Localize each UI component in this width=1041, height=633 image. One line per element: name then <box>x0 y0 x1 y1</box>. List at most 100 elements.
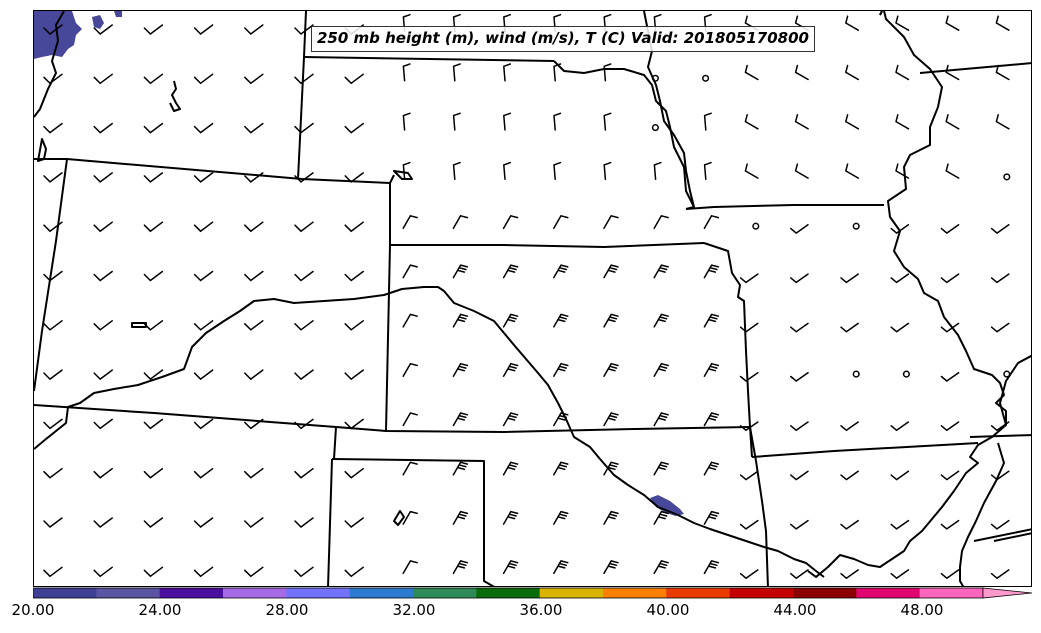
wind-barb <box>93 122 113 134</box>
wind-barb <box>553 161 562 181</box>
wind-barb <box>995 64 1010 81</box>
wind-barb <box>143 221 164 233</box>
map-title: 250 mb height (m), wind (m/s), T (C) Val… <box>311 26 815 52</box>
wind-barb <box>940 569 960 579</box>
wind-barb <box>193 122 214 134</box>
wind-barb <box>93 467 113 479</box>
map-canvas <box>34 11 1031 586</box>
calm-wind-circle <box>651 124 659 132</box>
calm-wind-circle <box>702 74 710 82</box>
border-montana-south <box>34 158 391 245</box>
calm-wind-circle <box>902 370 910 378</box>
wind-barb <box>244 24 264 35</box>
colorbar-cell <box>349 588 414 598</box>
wind-barb <box>794 64 809 81</box>
wind-barb <box>990 470 1010 481</box>
wind-barb <box>143 24 164 35</box>
wind-barb <box>93 369 113 381</box>
wind-barb <box>553 362 569 377</box>
colorbar-cell <box>413 588 477 598</box>
wind-barb <box>744 163 759 179</box>
wind-barb <box>452 215 469 230</box>
wind-barb <box>840 519 859 530</box>
wind-barb <box>193 566 214 578</box>
wind-barb <box>790 470 809 481</box>
border-lake-outline-3 <box>393 510 405 526</box>
wind-barb <box>703 362 720 377</box>
wind-barb <box>794 163 809 179</box>
wind-barb <box>294 73 314 85</box>
wind-barb <box>739 371 759 382</box>
wind-barb <box>344 320 364 331</box>
wind-barb <box>452 161 461 181</box>
wind-barb <box>895 15 910 31</box>
wind-barb <box>43 467 63 479</box>
wind-barb <box>503 112 512 131</box>
wind-barb <box>402 313 418 328</box>
wind-barb <box>703 264 720 279</box>
border-ia-mo-west <box>685 204 884 210</box>
wind-barb <box>344 172 364 183</box>
wind-barb <box>990 322 1010 333</box>
colorbar-cell <box>286 588 351 598</box>
wind-barb <box>43 270 63 282</box>
wind-barb <box>739 421 759 432</box>
wind-barb <box>93 418 113 430</box>
calm-wind-circles <box>651 74 1011 378</box>
wind-barb <box>402 560 418 575</box>
wind-barb <box>143 122 164 134</box>
wind-barb <box>940 371 960 382</box>
wind-barb <box>739 273 759 284</box>
border-sd-nd <box>303 56 555 62</box>
wind-barb <box>294 369 314 381</box>
border-montana-canada <box>34 11 65 118</box>
wind-barb <box>43 369 63 381</box>
wind-barb <box>93 320 113 331</box>
wind-barb <box>794 114 809 130</box>
wind-barb <box>294 221 314 233</box>
colorbar-cell <box>96 588 161 598</box>
wind-barb <box>744 114 759 130</box>
wind-barb <box>995 114 1010 130</box>
border-wyoming-west <box>34 158 68 392</box>
wind-barb <box>93 172 113 183</box>
border-lake-outline-2 <box>131 322 147 328</box>
wind-barb <box>653 313 669 328</box>
wind-barb <box>503 63 512 82</box>
wind-barb <box>402 63 411 82</box>
wind-barb <box>940 224 960 234</box>
wind-barb <box>43 566 63 578</box>
wind-barb <box>502 412 519 427</box>
border-ia-mn-north <box>919 62 1031 74</box>
colorbar-cell <box>603 588 667 598</box>
wind-barb <box>452 112 461 131</box>
wind-barb <box>940 421 960 432</box>
wind-barb <box>344 369 364 381</box>
colorbar-cell <box>476 588 541 598</box>
wind-barb <box>603 215 619 230</box>
wind-barb <box>43 418 63 430</box>
wind-barb <box>344 467 364 479</box>
wind-barb <box>744 64 759 81</box>
calm-wind-circle <box>752 222 760 230</box>
border-colorado-west <box>333 426 337 460</box>
colorbar-tick-label-3: 32.00 <box>392 601 436 619</box>
wind-barb <box>739 519 759 530</box>
wind-barb <box>402 112 411 131</box>
wind-barb <box>739 569 759 579</box>
calm-wind-circle <box>1003 370 1011 378</box>
wind-barb <box>995 15 1010 31</box>
wind-barb <box>502 560 519 575</box>
wind-barb <box>344 221 364 233</box>
wind-barb <box>845 15 860 31</box>
wind-barb <box>93 24 113 35</box>
wind-barb <box>703 461 720 476</box>
wind-barb <box>940 273 960 284</box>
border-mississippi-upper <box>807 11 1007 578</box>
border-sd-ne <box>389 183 705 248</box>
wind-barb <box>553 63 562 82</box>
wind-barb <box>43 320 63 331</box>
wind-barb <box>402 264 418 279</box>
wind-barb <box>452 313 469 328</box>
wind-barb <box>945 64 960 81</box>
